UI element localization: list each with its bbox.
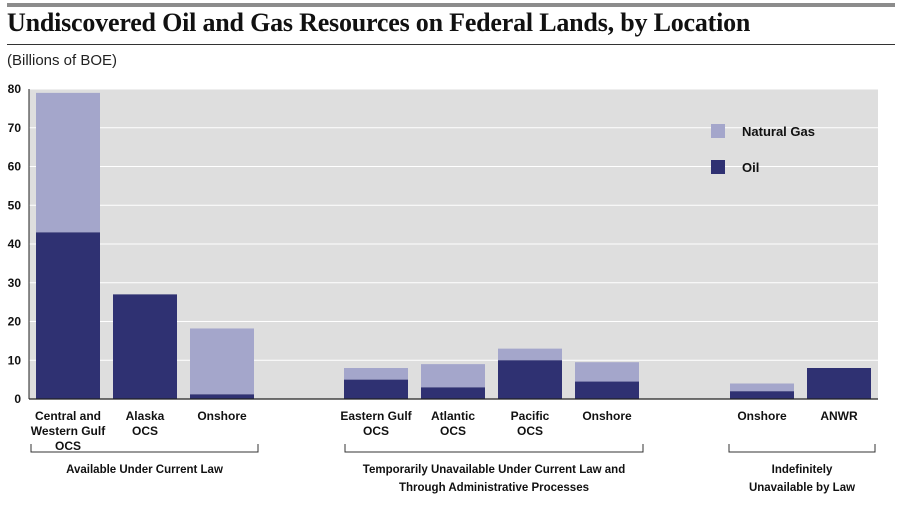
category-label: OCS: [363, 424, 389, 438]
category-label: ANWR: [820, 409, 858, 423]
category-label: Onshore: [197, 409, 247, 423]
y-tick-label: 30: [8, 276, 22, 290]
legend-swatch-natural-gas: [711, 124, 725, 138]
legend-label-natural-gas: Natural Gas: [742, 124, 815, 139]
title-rule: [7, 44, 895, 45]
y-tick-label: 70: [8, 121, 22, 135]
group-bracket: [344, 444, 644, 453]
y-tick-label: 40: [8, 237, 22, 251]
bar-natural-gas: [344, 368, 408, 380]
bar-oil: [344, 379, 408, 399]
bar-oil: [575, 381, 639, 399]
y-tick-label: 60: [8, 160, 22, 174]
bar-natural-gas: [190, 328, 254, 395]
y-tick-label: 10: [8, 353, 22, 367]
bar-oil: [421, 387, 485, 399]
y-tick-label: 50: [8, 198, 22, 212]
legend-label-oil: Oil: [742, 160, 759, 175]
bar-oil: [807, 368, 871, 399]
bar-natural-gas: [421, 364, 485, 388]
group-label: Through Administrative Processes: [399, 482, 589, 494]
bar-oil: [498, 360, 562, 399]
chart-subtitle: (Billions of BOE): [7, 52, 118, 69]
bar-natural-gas: [36, 92, 100, 233]
bar-natural-gas: [730, 383, 794, 392]
category-label: OCS: [55, 439, 81, 453]
group-label: Unavailable by Law: [749, 482, 855, 494]
category-label: OCS: [517, 424, 543, 438]
bar-natural-gas: [498, 348, 562, 361]
chart-title: Undiscovered Oil and Gas Resources on Fe…: [7, 8, 751, 37]
bar-natural-gas: [575, 362, 639, 382]
legend-swatch-oil: [711, 160, 725, 174]
group-label: Indefinitely: [772, 464, 833, 476]
group-bracket: [30, 444, 259, 453]
y-tick-label: 0: [14, 392, 21, 406]
category-label: Pacific: [511, 409, 550, 423]
y-tick-label: 20: [8, 315, 22, 329]
group-bracket: [728, 444, 876, 453]
group-label: Available Under Current Law: [66, 464, 223, 476]
category-label: Eastern Gulf: [340, 409, 412, 423]
bar-oil: [190, 394, 254, 399]
category-label: Onshore: [737, 409, 787, 423]
category-label: Onshore: [582, 409, 632, 423]
bar-oil: [113, 294, 177, 399]
y-tick-label: 80: [8, 82, 22, 96]
bar-oil: [36, 232, 100, 399]
category-label: Western Gulf: [31, 424, 106, 438]
category-label: Atlantic: [431, 409, 475, 423]
category-label: Central and: [35, 409, 101, 423]
group-label: Temporarily Unavailable Under Current La…: [363, 464, 625, 476]
bar-oil: [730, 391, 794, 399]
category-label: OCS: [132, 424, 158, 438]
category-label: Alaska: [126, 409, 165, 423]
top-rule: [7, 3, 895, 7]
category-label: OCS: [440, 424, 466, 438]
